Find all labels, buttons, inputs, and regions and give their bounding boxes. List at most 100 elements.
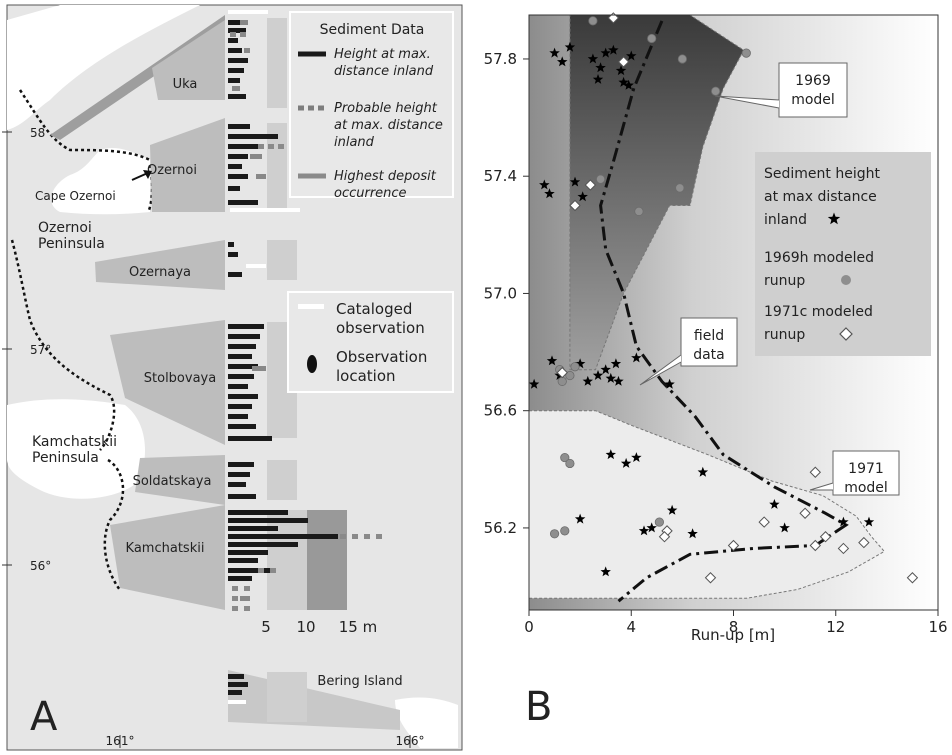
sediment-star-point: [564, 41, 576, 52]
model-1969-point: [565, 458, 575, 469]
sediment-star-point: [666, 504, 678, 515]
observation-location-swatch: [307, 355, 317, 373]
sediment-star-point: [863, 516, 875, 527]
annotation-label: model: [844, 480, 888, 496]
model-1971-point: [569, 199, 581, 212]
legend-diamond-marker: [839, 327, 853, 341]
sediment-star-point: [631, 452, 642, 462]
annotation-pointer: [639, 354, 682, 386]
chart-legend-label: runup: [764, 327, 805, 343]
x-tick-label: 8: [729, 618, 739, 636]
annotation-label: field: [694, 328, 724, 344]
sediment-star-point: [618, 76, 629, 87]
sediment-star-point: [528, 378, 540, 389]
region-label: Soldatskaya: [133, 474, 212, 489]
uka-wedge: [152, 20, 225, 100]
chart-legend-label: inland: [764, 212, 807, 228]
sediment-star-point: [569, 176, 581, 187]
model-1969-point: [634, 206, 644, 216]
sediment-star-point: [546, 355, 558, 366]
x-tick-label: 4: [626, 618, 636, 636]
sediment-star-point: [697, 466, 709, 477]
sediment-star-point: [582, 375, 593, 386]
model-1971-point: [809, 539, 822, 552]
sediment-star-point: [769, 499, 780, 509]
sea-bering: [395, 697, 458, 748]
sediment-star-point: [620, 457, 632, 468]
sea-north: [7, 5, 200, 130]
sediment-star-point: [646, 522, 657, 533]
region-label: Bering Island: [317, 674, 402, 689]
model-1971-point: [584, 179, 597, 191]
chart-legend-label: 1971c modeled: [764, 304, 873, 320]
sediment-legend-label: distance inland: [334, 64, 434, 79]
sediment-star-point: [610, 358, 622, 369]
observation-legend-label: Observation: [336, 348, 427, 366]
annotation-box: [832, 450, 900, 496]
model-1969-point: [741, 48, 751, 58]
stolbovaya-wedge: [110, 320, 225, 445]
sea-kamchatskii-bay: [7, 399, 145, 499]
sediment-star-point: [605, 372, 616, 383]
annotation-label: 1969: [795, 73, 831, 89]
sea-ozernoi-bay: [51, 148, 150, 215]
kamchatskii-wedge: [110, 505, 225, 610]
model-1969-point: [560, 526, 570, 536]
panel-b-label: B: [525, 684, 552, 730]
observation-legend-label: Cataloged: [336, 300, 412, 318]
sediment-star-point: [623, 79, 634, 90]
sediment-star-point: [549, 47, 560, 58]
sediment-star-point: [631, 352, 642, 363]
sediment-star-point: [600, 566, 611, 577]
model-1969-envelope: [529, 14, 745, 371]
cape-arrow-head: [143, 170, 152, 179]
y-tick-label: 56.2: [484, 519, 517, 537]
x-tick-label: 16: [928, 618, 947, 636]
scale-label: 15 m: [339, 618, 377, 636]
cape-ozernoi-label: Cape Ozernoi: [35, 189, 116, 203]
x-tick-label: 12: [826, 618, 845, 636]
sediment-star-point: [838, 516, 849, 527]
x-axis-label: Run-up [m]: [691, 626, 775, 644]
model-1971-envelope: [528, 410, 886, 599]
model-1971-point: [758, 516, 770, 528]
sediment-star-point: [592, 74, 604, 84]
latitude-label: 57°: [30, 343, 51, 357]
sediment-legend-label: at max. distance: [334, 118, 443, 133]
kamchatskii-peninsula-label: Kamchatskii: [32, 434, 117, 450]
model-1971-point: [799, 507, 811, 519]
sediment-legend-title: Sediment Data: [320, 22, 425, 38]
sediment-star-point: [779, 522, 790, 533]
sediment-star-point: [615, 65, 627, 76]
chart-legend: Sediment height at max distance inland 1969…: [755, 152, 931, 356]
chart-legend-label: runup: [764, 273, 805, 289]
region-label: Uka: [173, 77, 198, 92]
legend-star-marker: [827, 212, 841, 225]
x-tick-label: 0: [524, 618, 534, 636]
sediment-legend-label: inland: [334, 135, 375, 150]
model-1969-point: [565, 370, 575, 381]
y-tick-label: 57.8: [484, 50, 517, 68]
model-1971-point: [617, 56, 630, 68]
model-1969-point: [549, 529, 560, 539]
sediment-star-point: [613, 375, 624, 386]
chart-legend-label: Sediment height: [764, 166, 880, 182]
model-1969-point: [647, 33, 657, 44]
sediment-star-point: [539, 179, 550, 190]
latitude-label: 56°: [30, 559, 51, 573]
chart-legend-label: at max distance: [764, 189, 877, 205]
sediment-star-point: [587, 53, 599, 64]
model-1971-point: [556, 366, 568, 379]
model-1971-point: [658, 531, 671, 543]
soldatskaya-wedge: [135, 455, 225, 505]
annotation-label: model: [791, 92, 835, 108]
model-1969-point: [675, 183, 685, 193]
longitude-label: 161°: [106, 734, 135, 748]
sediment-legend-label: Highest deposit: [334, 169, 437, 184]
sediment-star-point: [574, 513, 586, 524]
sediment-star-point: [626, 50, 637, 61]
panel-a-label: A: [30, 694, 58, 740]
chart-legend-label: 1969h modeled: [764, 250, 874, 266]
